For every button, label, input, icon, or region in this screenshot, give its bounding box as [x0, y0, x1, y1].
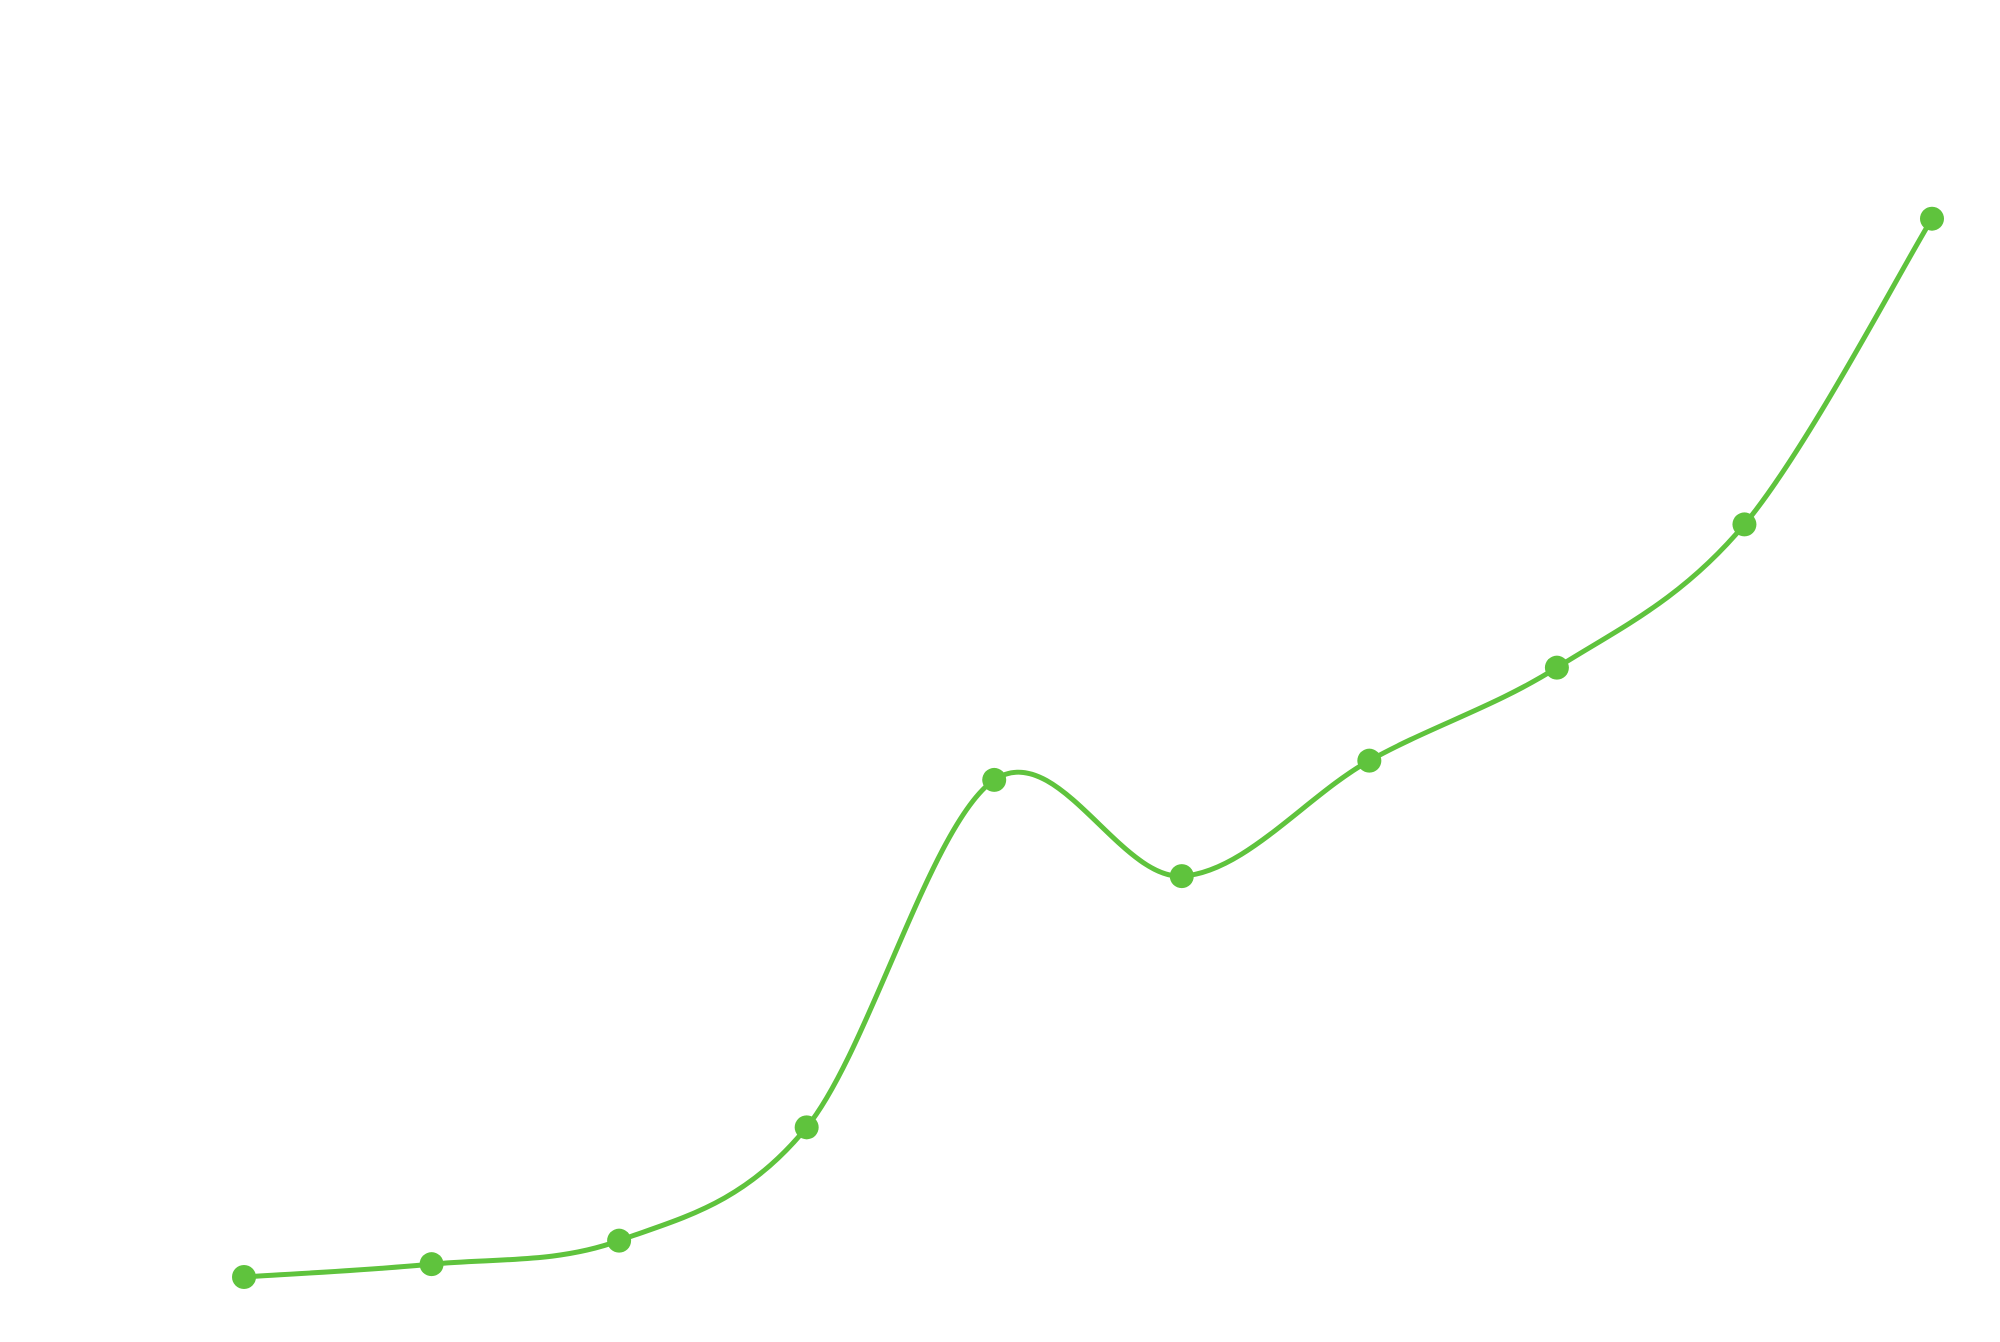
series-line [241, 216, 1935, 1280]
data-point[interactable] [982, 767, 1007, 792]
data-point[interactable] [1920, 206, 1944, 231]
data-point[interactable] [1357, 748, 1382, 773]
plot-area [232, 206, 1944, 1289]
data-point[interactable] [1732, 512, 1757, 537]
data-point[interactable] [794, 1115, 819, 1140]
data-point[interactable] [232, 1265, 256, 1289]
data-point[interactable] [1544, 655, 1569, 680]
data-point[interactable] [419, 1252, 444, 1277]
data-point[interactable] [607, 1228, 632, 1253]
data-point[interactable] [1169, 864, 1194, 889]
